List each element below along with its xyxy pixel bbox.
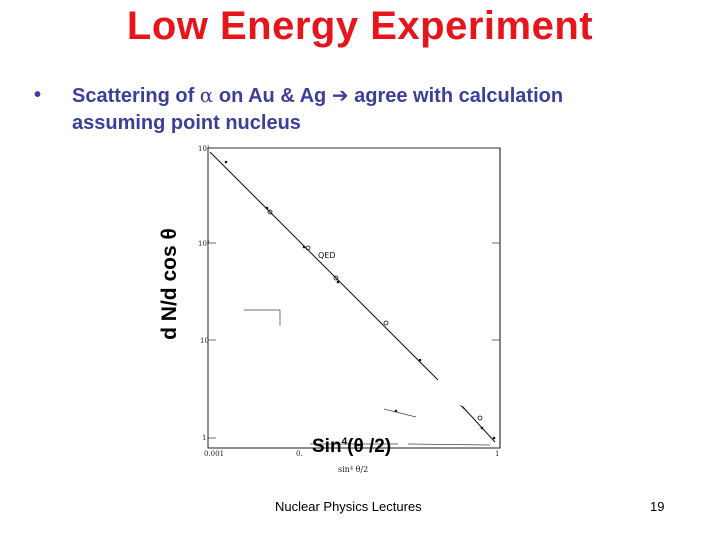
bullet-text-after: agree with calculation xyxy=(348,85,564,107)
y-axis-label: d N/d cos θ xyxy=(142,224,202,344)
y-tick-label: 10² xyxy=(198,240,210,248)
data-point xyxy=(418,358,422,362)
x-tick-label: 1 xyxy=(495,450,499,458)
bullet-text-middle: on Au & Ag xyxy=(213,85,332,107)
data-marks xyxy=(224,160,496,440)
y-axis-label-text: d N/d cos θ xyxy=(158,228,181,340)
qed-curve xyxy=(209,151,496,443)
x-tick-label: 0. xyxy=(296,450,303,458)
data-point xyxy=(302,245,306,249)
scan-x-axis-label: sin⁴ θ/2 xyxy=(338,465,369,474)
x-tick-labels: 0.001 0. 1 xyxy=(204,450,499,458)
data-point xyxy=(267,209,273,215)
y-axis-ticks xyxy=(208,147,500,439)
footer-course-name: Nuclear Physics Lectures xyxy=(275,499,422,514)
data-point xyxy=(224,160,228,164)
data-point xyxy=(383,320,389,326)
data-point xyxy=(477,415,483,421)
data-points xyxy=(267,209,483,421)
y-tick-label: 1 xyxy=(202,434,206,442)
x-tick-label: 0.001 xyxy=(204,450,224,458)
data-point xyxy=(480,426,484,430)
x-axis-label: Sin4(θ /2) xyxy=(312,436,391,458)
bullet-text: Scattering of α on Au & Ag ➔ agree with … xyxy=(72,82,694,137)
data-point xyxy=(333,275,339,281)
y-tick-label: 10³ xyxy=(198,145,210,153)
data-point xyxy=(492,436,496,440)
y-tick-label: 10 xyxy=(200,337,209,345)
bullet-line-2: assuming point nucleus xyxy=(72,112,301,134)
y-tick-labels: 10³ 10² 10 1 xyxy=(198,145,210,442)
x-axis-label-suffix: (θ /2) xyxy=(347,436,392,457)
page-number: 19 xyxy=(650,499,665,514)
slide-title: Low Energy Experiment xyxy=(126,4,594,48)
qed-label: QED xyxy=(318,251,336,260)
scan-artifacts xyxy=(244,309,491,446)
arrow-icon: ➔ xyxy=(331,83,349,107)
bullet-dot: • xyxy=(34,84,42,106)
x-axis-label-prefix: Sin xyxy=(312,436,342,457)
alpha-symbol: α xyxy=(199,83,214,107)
data-point xyxy=(305,245,311,251)
data-point xyxy=(265,206,269,210)
bullet-item: • Scattering of α on Au & Ag ➔ agree wit… xyxy=(34,82,694,137)
x-axis-label-exponent: 4 xyxy=(341,436,348,448)
bullet-text-before: Scattering of xyxy=(72,85,200,107)
scan-plot: 10³ 10² 10 1 0.001 0. 1 QED xyxy=(198,140,508,470)
data-point xyxy=(336,280,340,284)
